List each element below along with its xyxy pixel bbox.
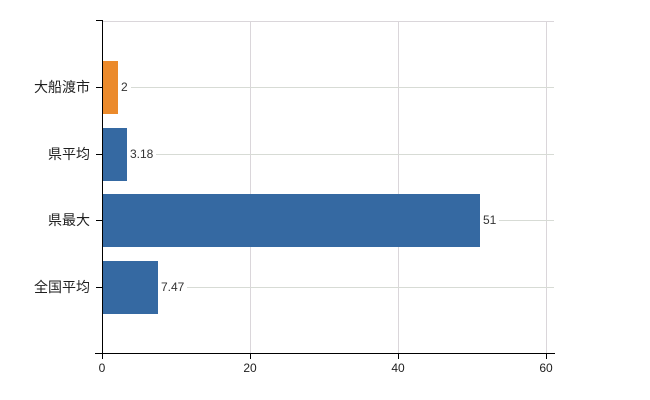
y-axis-top-tick xyxy=(96,20,103,21)
value-label: 7.47 xyxy=(158,280,188,295)
category-label: 大船渡市 xyxy=(34,79,90,95)
x-axis-tick xyxy=(546,354,547,359)
y-axis-tick xyxy=(96,287,102,288)
y-axis-tick xyxy=(96,154,102,155)
bar xyxy=(103,128,127,181)
x-tick-label: 20 xyxy=(243,361,257,375)
value-label: 2 xyxy=(118,80,131,95)
x-gridline xyxy=(398,21,399,353)
x-axis-tick xyxy=(398,354,399,359)
x-axis xyxy=(95,353,555,354)
x-gridline xyxy=(250,21,251,353)
x-tick-label: 40 xyxy=(391,361,405,375)
value-label: 51 xyxy=(480,213,500,228)
x-axis-tick xyxy=(102,354,103,359)
category-label: 全国平均 xyxy=(34,279,90,295)
y-axis xyxy=(102,20,103,353)
y-axis-tick xyxy=(96,87,102,88)
category-label: 県最大 xyxy=(48,212,90,228)
bar xyxy=(103,261,158,314)
category-gridline xyxy=(103,87,554,88)
x-axis-tick xyxy=(250,354,251,359)
plot-top-border xyxy=(103,21,554,22)
x-tick-label: 60 xyxy=(539,361,553,375)
bar xyxy=(103,61,118,114)
y-axis-tick xyxy=(96,220,102,221)
value-label: 3.18 xyxy=(127,147,157,162)
x-tick-label: 0 xyxy=(98,361,106,375)
category-gridline xyxy=(103,154,554,155)
category-gridline xyxy=(103,287,554,288)
x-gridline xyxy=(546,21,547,353)
category-label: 県平均 xyxy=(48,146,90,162)
bar xyxy=(103,194,480,247)
